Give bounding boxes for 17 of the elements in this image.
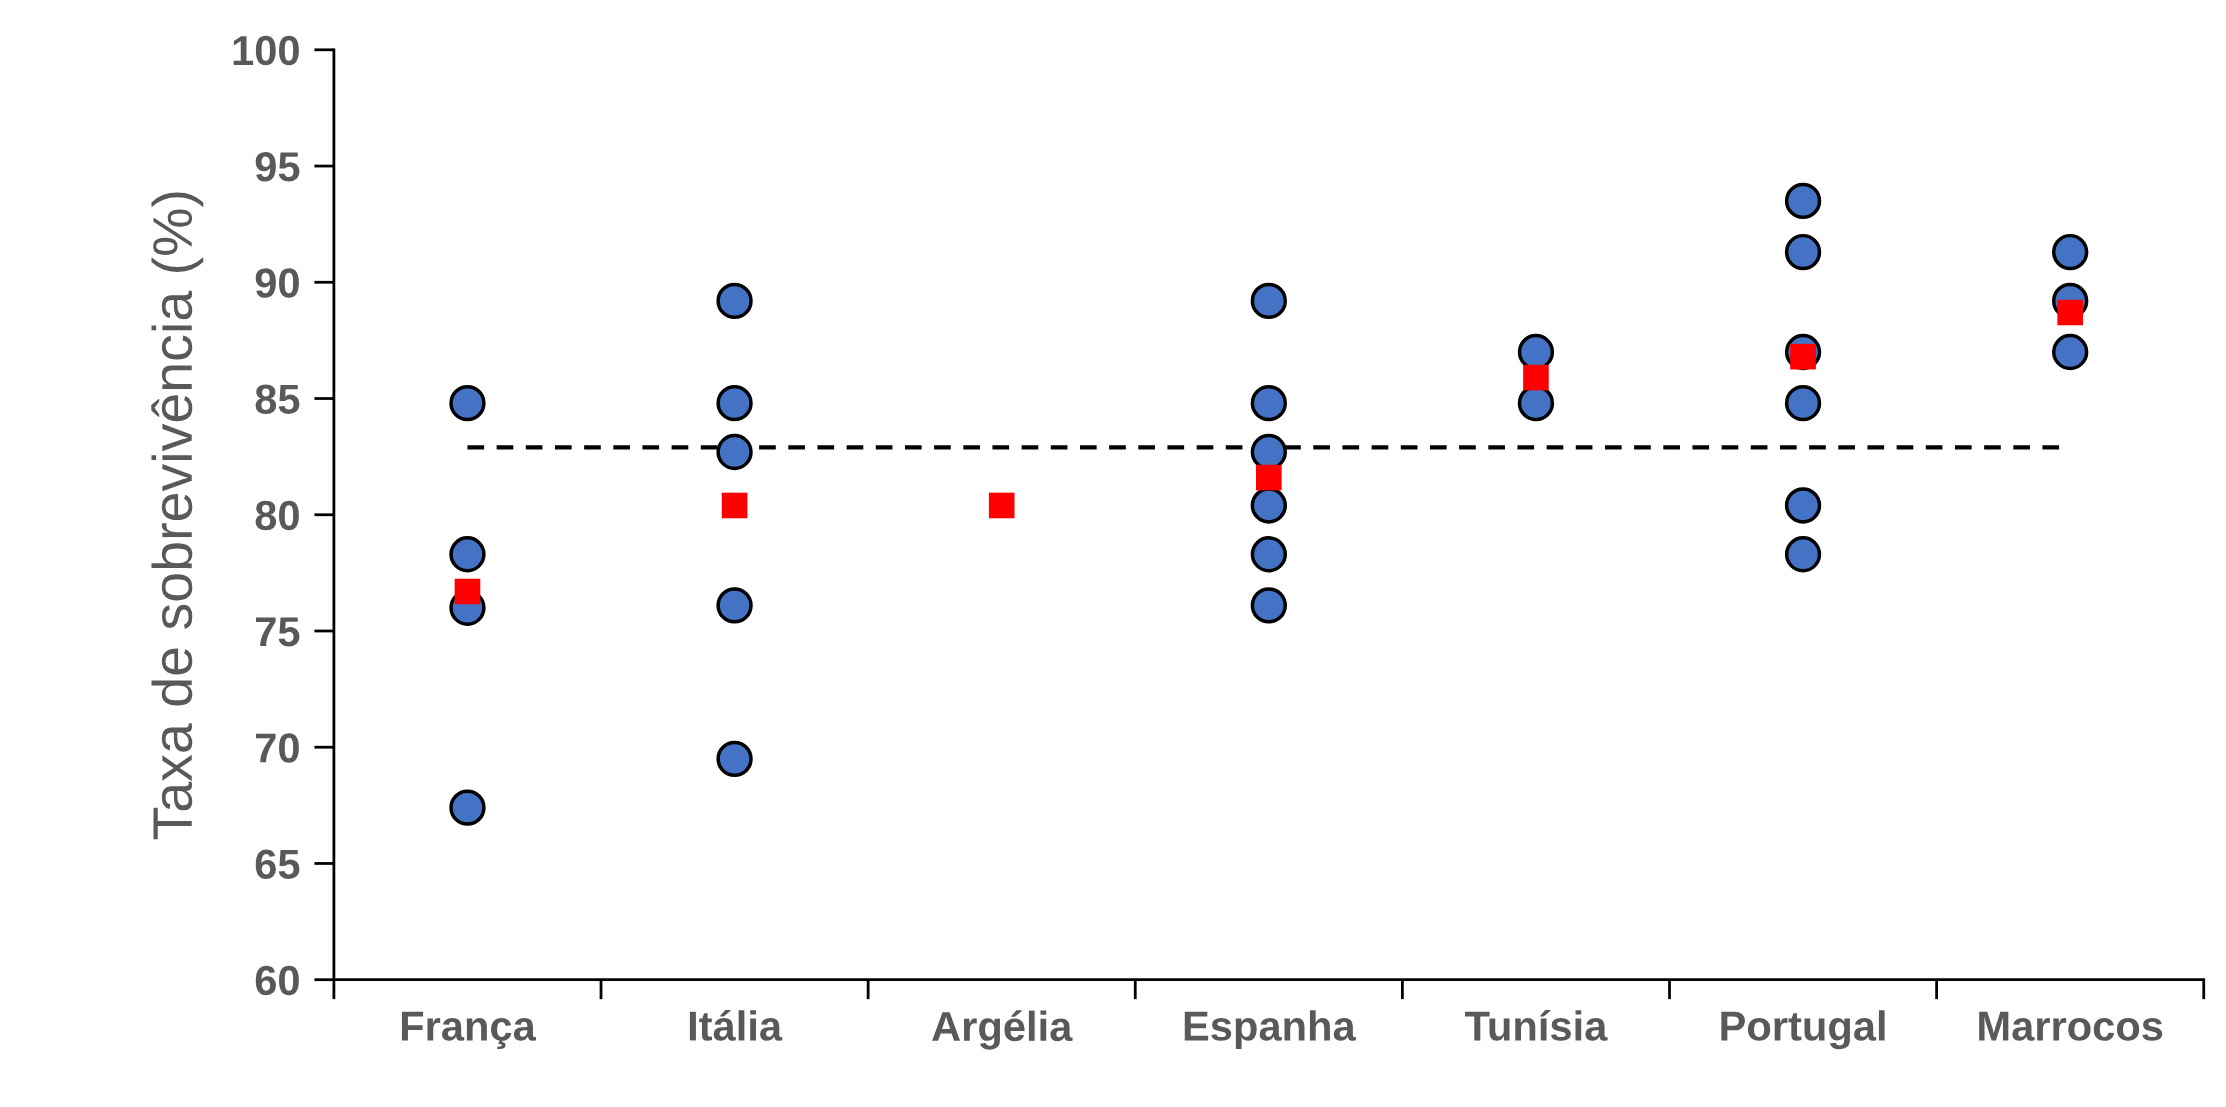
y-tick-label: 100 [233, 35, 299, 66]
x-tick-label: Argélia [932, 1010, 1073, 1050]
x-tick-label: Espanha [1184, 1010, 1356, 1050]
y-axis-title: Taxa de sobrevivência (%) [151, 192, 204, 840]
y-tick-label: 65 [255, 849, 300, 879]
y-tick-label: 85 [255, 384, 300, 415]
y-tick-label: 80 [255, 500, 299, 531]
y-tick-label: 90 [255, 268, 299, 298]
x-tick-label: França [401, 1011, 537, 1050]
x-tick-label: Tunísia [1465, 1009, 1608, 1041]
x-tick-label: Marrocos [1979, 1011, 2163, 1041]
y-tick-label: 95 [255, 152, 300, 182]
x-tick-label: Portugal [1721, 1010, 1885, 1050]
y-tick-label: 75 [256, 617, 300, 647]
x-tick-label: Itália [689, 1009, 783, 1041]
y-tick-label: 60 [255, 965, 299, 996]
y-tick-label: 70 [256, 733, 299, 763]
